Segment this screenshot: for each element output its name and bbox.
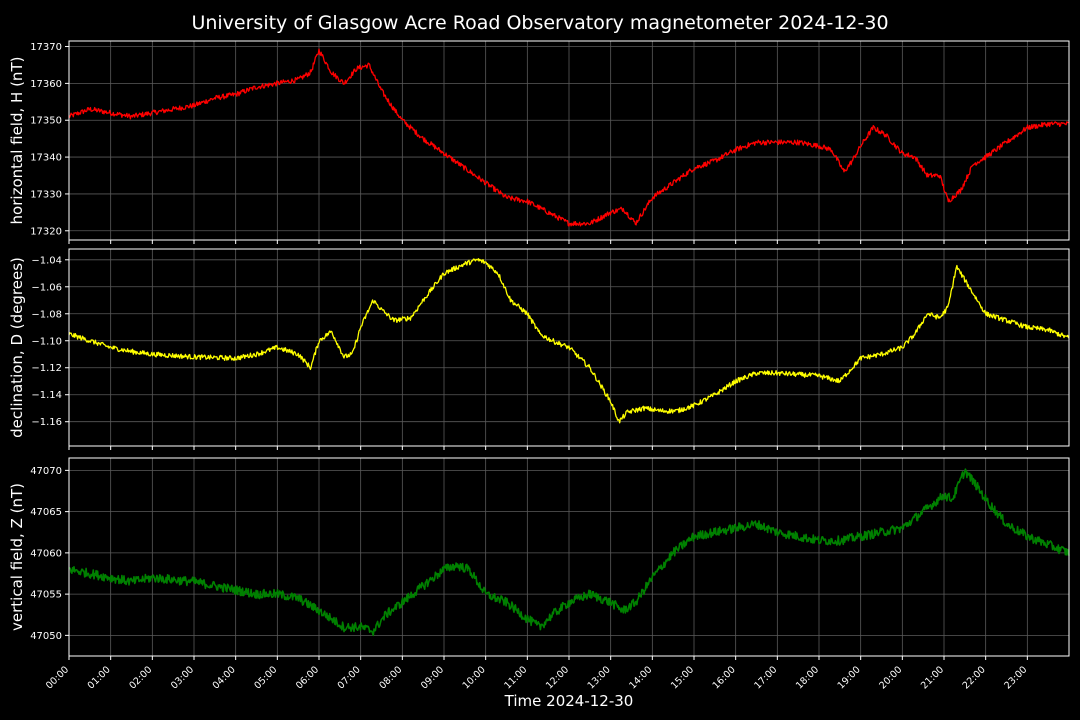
- x-tick-label: 22:00: [961, 664, 988, 691]
- x-tick-label: 12:00: [544, 664, 571, 691]
- x-tick-label: 02:00: [127, 664, 154, 691]
- x-tick-label: 03:00: [169, 664, 196, 691]
- x-tick-label: 15:00: [669, 664, 696, 691]
- x-tick-label: 21:00: [919, 664, 946, 691]
- x-axis-label: Time 2024-12-30: [504, 692, 634, 710]
- x-tick-label: 05:00: [252, 664, 279, 691]
- plot-frame: [68, 457, 1070, 657]
- y-tick-label: 17360: [30, 79, 62, 90]
- plot-frame: [68, 248, 1070, 447]
- x-tick-label: 09:00: [419, 664, 446, 691]
- series-line-2: [68, 258, 1070, 424]
- y-tick-label: 17330: [30, 189, 62, 200]
- x-tick-label: 08:00: [377, 664, 404, 691]
- x-tick-label: 00:00: [44, 664, 71, 691]
- panel-3: 47050 47055 47060 47065 47070 vertical field,…: [8, 457, 1070, 660]
- y-tick-label: −1.12: [31, 363, 62, 374]
- y-tick-label: −1.10: [31, 336, 62, 347]
- plot-frame: [68, 40, 1070, 241]
- y-tick-label: −1.06: [31, 282, 62, 293]
- x-tick-label: 23:00: [1002, 664, 1029, 691]
- panel-2: −1.16 −1.14 −1.12 −1.10 −1.08 −1.06 −1.04 decli…: [8, 248, 1070, 450]
- x-tick-label: 01:00: [86, 664, 113, 691]
- y-tick-label: −1.14: [31, 390, 62, 401]
- y-tick-label: 47070: [30, 466, 62, 477]
- y-tick-label: 47050: [30, 631, 62, 642]
- x-tick-label: 16:00: [711, 664, 738, 691]
- y-tick-label: 47055: [30, 590, 62, 601]
- y-tick-label: −1.04: [31, 255, 62, 266]
- series-line-3: [68, 468, 1070, 637]
- y-tick-label: 47060: [30, 548, 62, 559]
- x-tick-label: 04:00: [211, 664, 238, 691]
- x-tick-label: 06:00: [294, 664, 321, 691]
- y-tick-label: −1.16: [31, 417, 62, 428]
- x-tick-label: 20:00: [877, 664, 904, 691]
- x-tick-label: 19:00: [836, 664, 863, 691]
- y-axis-label: horizontal field, H (nT): [8, 57, 26, 225]
- y-tick-label: 47065: [30, 507, 62, 518]
- x-tick-label: 07:00: [336, 664, 363, 691]
- chart-title: University of Glasgow Acre Road Observat…: [191, 12, 888, 34]
- x-tick-label: 17:00: [752, 664, 779, 691]
- x-axis: 00:00 01:00 02:00 03:00 04:00 05:00 06:00 07:00…: [44, 664, 1029, 691]
- y-axis-label: declination, D (degrees): [8, 257, 26, 438]
- y-tick-label: −1.08: [31, 309, 62, 320]
- series-line-1: [68, 48, 1069, 227]
- y-tick-label: 17370: [30, 42, 62, 53]
- y-tick-label: 17320: [30, 226, 62, 237]
- x-tick-label: 18:00: [794, 664, 821, 691]
- y-tick-label: 17340: [30, 153, 62, 164]
- y-axis-label: vertical field, Z (nT): [8, 483, 26, 631]
- chart-panels: 17320 17330 17340 17350 17360 17370 horizontal…: [8, 40, 1070, 660]
- x-tick-label: 10:00: [461, 664, 488, 691]
- y-tick-label: 17350: [30, 116, 62, 127]
- x-tick-label: 13:00: [586, 664, 613, 691]
- panel-1: 17320 17330 17340 17350 17360 17370 horizontal…: [8, 40, 1070, 244]
- x-tick-label: 14:00: [627, 664, 654, 691]
- x-tick-label: 11:00: [502, 664, 529, 691]
